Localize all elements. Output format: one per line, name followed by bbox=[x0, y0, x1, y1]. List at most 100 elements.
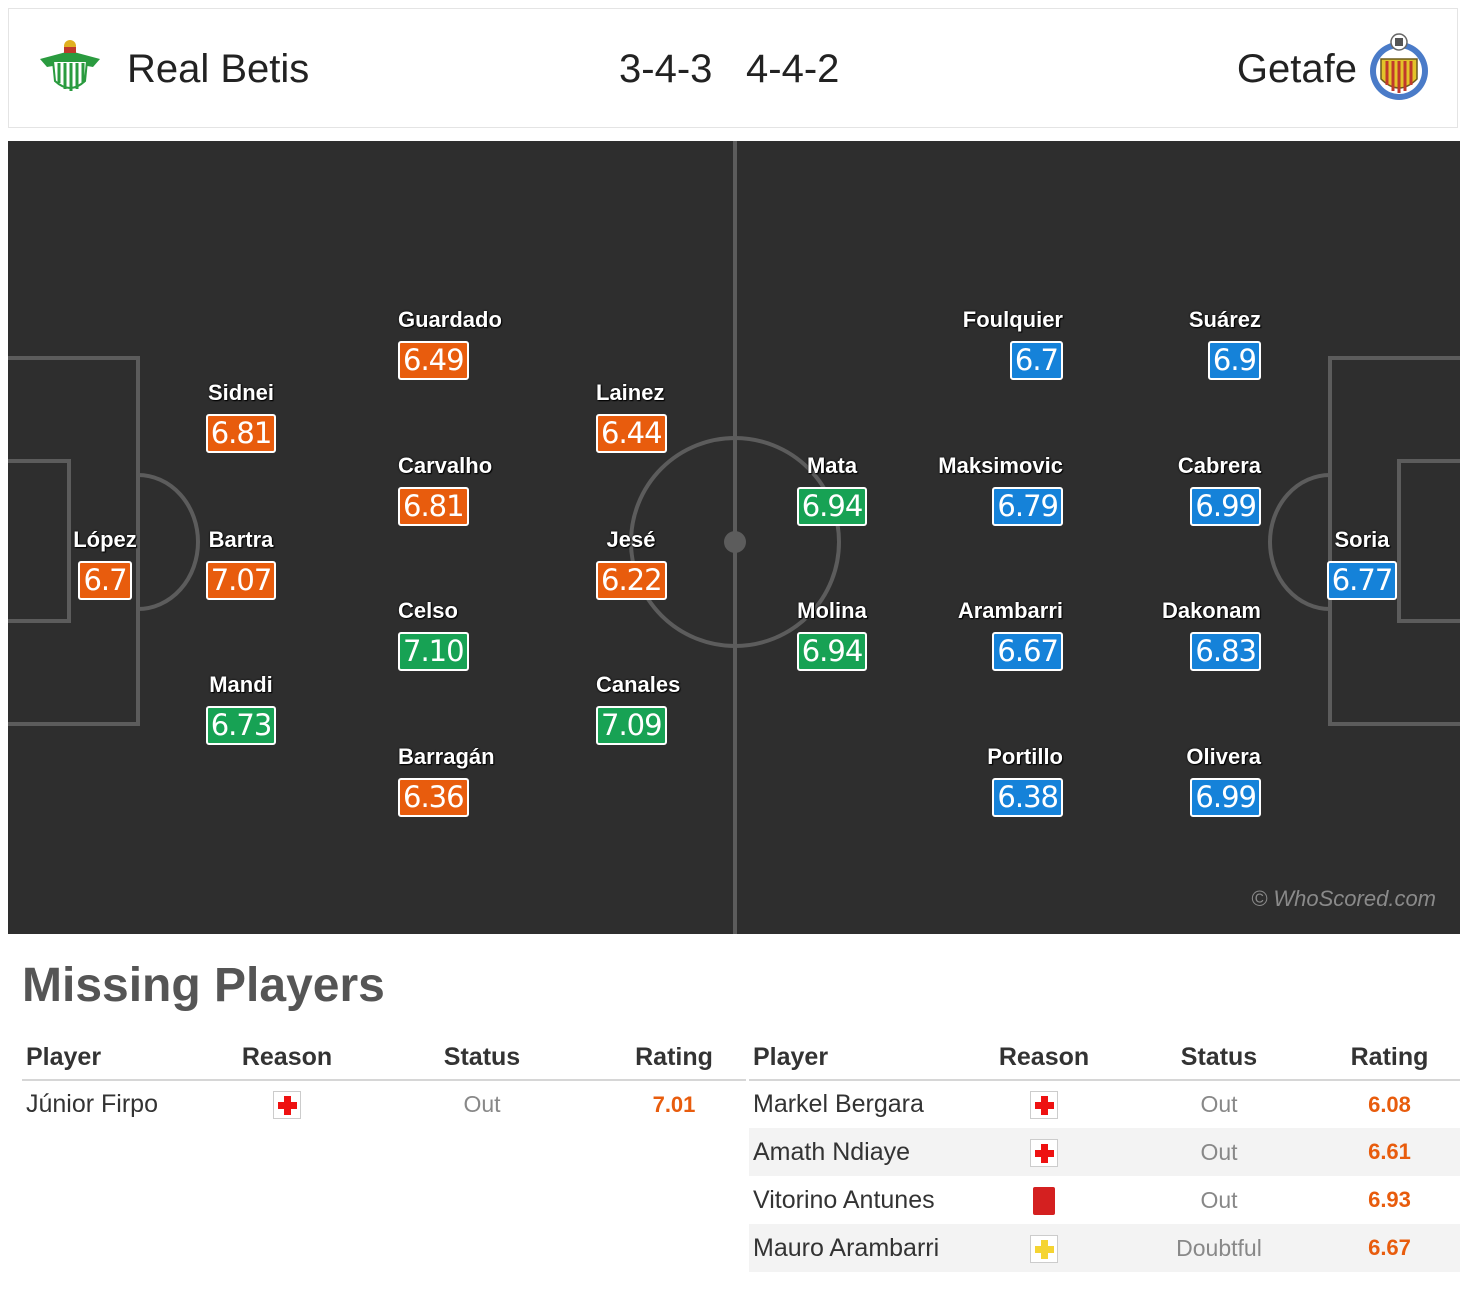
injury-icon bbox=[1030, 1138, 1058, 1167]
col-reason: Reason bbox=[212, 1036, 362, 1081]
player-name: López bbox=[73, 527, 137, 552]
rating: 7.01 bbox=[652, 1091, 696, 1117]
player-celso[interactable]: Celso 7.10 bbox=[398, 600, 518, 671]
player-name: Lainez bbox=[596, 380, 665, 405]
player-jese[interactable]: Jesé 6.22 bbox=[596, 527, 667, 600]
player-name: Olivera bbox=[1186, 744, 1261, 769]
status: Out bbox=[1200, 1091, 1238, 1117]
player-rating: 6.99 bbox=[1190, 778, 1261, 817]
home-missing-table: Player Reason Status Rating Júnior Firpo… bbox=[22, 1036, 746, 1128]
col-rating: Rating bbox=[602, 1036, 746, 1081]
player-name: Bartra bbox=[208, 527, 274, 552]
player-name: Carvalho bbox=[398, 453, 493, 478]
player-molina[interactable]: Molina 6.94 bbox=[782, 600, 882, 671]
player-maksimovic[interactable]: Maksimovic 6.79 bbox=[903, 455, 1063, 526]
player-name: Dakonam bbox=[1161, 598, 1261, 623]
col-reason: Reason bbox=[969, 1036, 1119, 1081]
player-name: Suárez bbox=[1188, 307, 1261, 332]
player-name: Arambarri bbox=[957, 598, 1063, 623]
player-soria[interactable]: Soria 6.77 bbox=[1326, 529, 1398, 600]
player-lainez[interactable]: Lainez 6.44 bbox=[596, 382, 696, 453]
player-rating: 7.10 bbox=[398, 632, 469, 671]
missing-players-title: Missing Players bbox=[22, 959, 385, 1012]
player-name: Barragán bbox=[398, 744, 495, 769]
home-team-name[interactable]: Real Betis bbox=[127, 47, 310, 91]
player-rating: 6.99 bbox=[1190, 487, 1261, 526]
player-name[interactable]: Júnior Firpo bbox=[26, 1090, 158, 1118]
player-rating: 6.38 bbox=[992, 778, 1063, 817]
player-suarez[interactable]: Suárez 6.9 bbox=[1121, 309, 1261, 380]
player-rating: 6.77 bbox=[1326, 561, 1398, 600]
player-rating: 6.7 bbox=[1009, 341, 1063, 380]
player-rating: 6.44 bbox=[596, 414, 667, 453]
watermark: © WhoScored.com bbox=[1251, 886, 1436, 911]
player-rating: 6.81 bbox=[205, 414, 277, 453]
player-name: Cabrera bbox=[1177, 453, 1261, 478]
match-header: Real Betis 3-4-3 4-4-2 Getafe bbox=[8, 8, 1458, 128]
away-team-name[interactable]: Getafe bbox=[1236, 47, 1357, 91]
player-bartra[interactable]: Bartra 7.07 bbox=[201, 529, 281, 600]
player-mata[interactable]: Mata 6.94 bbox=[792, 455, 872, 526]
player-olivera[interactable]: Olivera 6.99 bbox=[1121, 746, 1261, 817]
player-name: Sidnei bbox=[207, 380, 274, 405]
player-name: Molina bbox=[797, 598, 867, 623]
player-portillo[interactable]: Portillo 6.38 bbox=[923, 746, 1063, 817]
table-row: Vitorino Antunes Out 6.93 bbox=[749, 1176, 1460, 1224]
player-name[interactable]: Mauro Arambarri bbox=[749, 1224, 969, 1272]
col-rating: Rating bbox=[1319, 1036, 1460, 1081]
player-rating: 6.7 bbox=[78, 561, 132, 600]
player-name: Maksimovic bbox=[938, 453, 1063, 478]
rating: 6.67 bbox=[1319, 1224, 1460, 1272]
table-row: Júnior Firpo Out 7.01 bbox=[22, 1080, 746, 1128]
player-rating: 6.22 bbox=[596, 561, 667, 600]
player-sidnei[interactable]: Sidnei 6.81 bbox=[201, 382, 281, 453]
player-name: Soria bbox=[1334, 527, 1390, 552]
player-name: Mandi bbox=[209, 672, 273, 697]
formation-pitch: López 6.7 Sidnei 6.81 Bartra 7.07 Mandi … bbox=[8, 141, 1460, 934]
player-name[interactable]: Vitorino Antunes bbox=[753, 1185, 935, 1214]
status: Out bbox=[1119, 1128, 1319, 1176]
player-name[interactable]: Amath Ndiaye bbox=[749, 1128, 969, 1176]
player-rating: 6.36 bbox=[398, 778, 469, 817]
player-rating: 6.79 bbox=[992, 487, 1063, 526]
table-row: Mauro Arambarri Doubtful 6.67 bbox=[749, 1224, 1460, 1272]
player-mandi[interactable]: Mandi 6.73 bbox=[201, 674, 281, 745]
player-name: Jesé bbox=[606, 527, 656, 552]
home-formation: 3-4-3 bbox=[619, 47, 713, 91]
injury-icon bbox=[273, 1091, 301, 1120]
table-header-row: Player Reason Status Rating bbox=[749, 1036, 1460, 1081]
injury-icon bbox=[1030, 1091, 1058, 1120]
real-betis-crest-icon bbox=[40, 40, 100, 91]
table-header-row: Player Reason Status Rating bbox=[22, 1036, 746, 1081]
player-name: Portillo bbox=[987, 744, 1063, 769]
player-foulquier[interactable]: Foulquier 6.7 bbox=[923, 309, 1063, 380]
player-rating: 6.94 bbox=[796, 487, 868, 526]
player-rating: 6.9 bbox=[1207, 341, 1261, 380]
player-arambarri[interactable]: Arambarri 6.67 bbox=[923, 600, 1063, 671]
red-card-icon bbox=[1033, 1186, 1055, 1215]
player-rating: 6.73 bbox=[205, 706, 277, 745]
col-player: Player bbox=[749, 1036, 969, 1081]
player-lopez[interactable]: López 6.7 bbox=[70, 529, 140, 600]
player-name: Guardado bbox=[398, 307, 502, 332]
player-barragan[interactable]: Barragán 6.36 bbox=[398, 746, 518, 817]
away-formation: 4-4-2 bbox=[746, 47, 840, 91]
player-dakonam[interactable]: Dakonam 6.83 bbox=[1121, 600, 1261, 671]
away-missing-table: Player Reason Status Rating Markel Berga… bbox=[749, 1036, 1460, 1272]
status: Doubtful bbox=[1119, 1224, 1319, 1272]
player-canales[interactable]: Canales 7.09 bbox=[596, 674, 696, 745]
player-guardado[interactable]: Guardado 6.49 bbox=[398, 309, 518, 380]
col-status: Status bbox=[362, 1036, 602, 1081]
status: Out bbox=[463, 1091, 501, 1117]
player-rating: 6.67 bbox=[992, 632, 1063, 671]
player-name[interactable]: Markel Bergara bbox=[753, 1090, 924, 1118]
player-carvalho[interactable]: Carvalho 6.81 bbox=[398, 455, 518, 526]
rating: 6.61 bbox=[1319, 1128, 1460, 1176]
status: Out bbox=[1200, 1186, 1238, 1213]
table-row: Amath Ndiaye Out 6.61 bbox=[749, 1128, 1460, 1176]
col-player: Player bbox=[22, 1036, 212, 1081]
table-row: Markel Bergara Out 6.08 bbox=[749, 1080, 1460, 1128]
player-cabrera[interactable]: Cabrera 6.99 bbox=[1121, 455, 1261, 526]
player-name: Mata bbox=[806, 453, 858, 478]
player-rating: 6.83 bbox=[1190, 632, 1261, 671]
